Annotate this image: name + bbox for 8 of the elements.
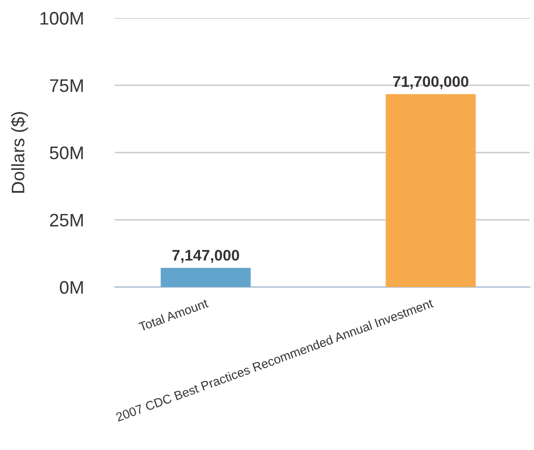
y-tick-label: 25M (50, 214, 83, 227)
y-tick-label: 100M (40, 12, 83, 25)
y-tick-label: 75M (50, 79, 83, 92)
y-axis-title: Dollars ($) (10, 112, 28, 193)
y-tick-label: 50M (50, 146, 83, 160)
data-label: 7,147,000 (172, 250, 240, 263)
y-tick-label: 0M (60, 281, 83, 294)
data-label: 71,700,000 (393, 76, 468, 90)
